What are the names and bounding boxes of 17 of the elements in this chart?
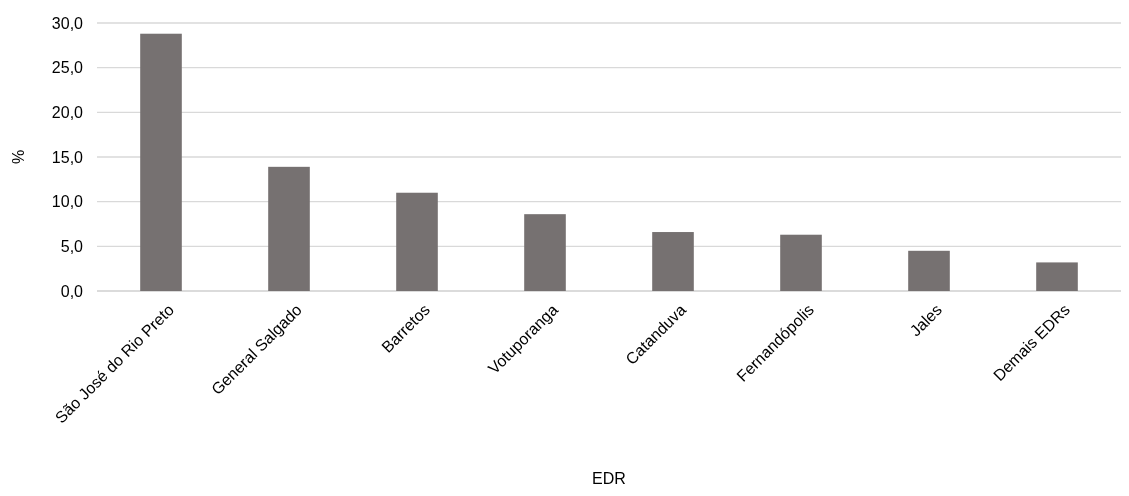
y-tick-label: 20,0 — [51, 103, 84, 121]
bar — [1036, 262, 1078, 291]
y-tick-label: 15,0 — [51, 148, 84, 166]
y-tick-label: 0,0 — [60, 282, 84, 300]
y-axis-title: % — [10, 149, 27, 165]
y-tick-label: 30,0 — [51, 14, 84, 32]
y-tick-label: 10,0 — [51, 193, 84, 211]
bar — [780, 234, 822, 291]
x-axis-title: EDR — [592, 470, 626, 487]
y-tick-label: 25,0 — [51, 59, 84, 77]
bar — [396, 192, 438, 291]
bar — [140, 33, 182, 291]
bar — [652, 232, 694, 291]
bar — [268, 166, 310, 291]
bar — [524, 214, 566, 291]
bar — [908, 250, 950, 291]
y-tick-label: 5,0 — [60, 237, 84, 255]
